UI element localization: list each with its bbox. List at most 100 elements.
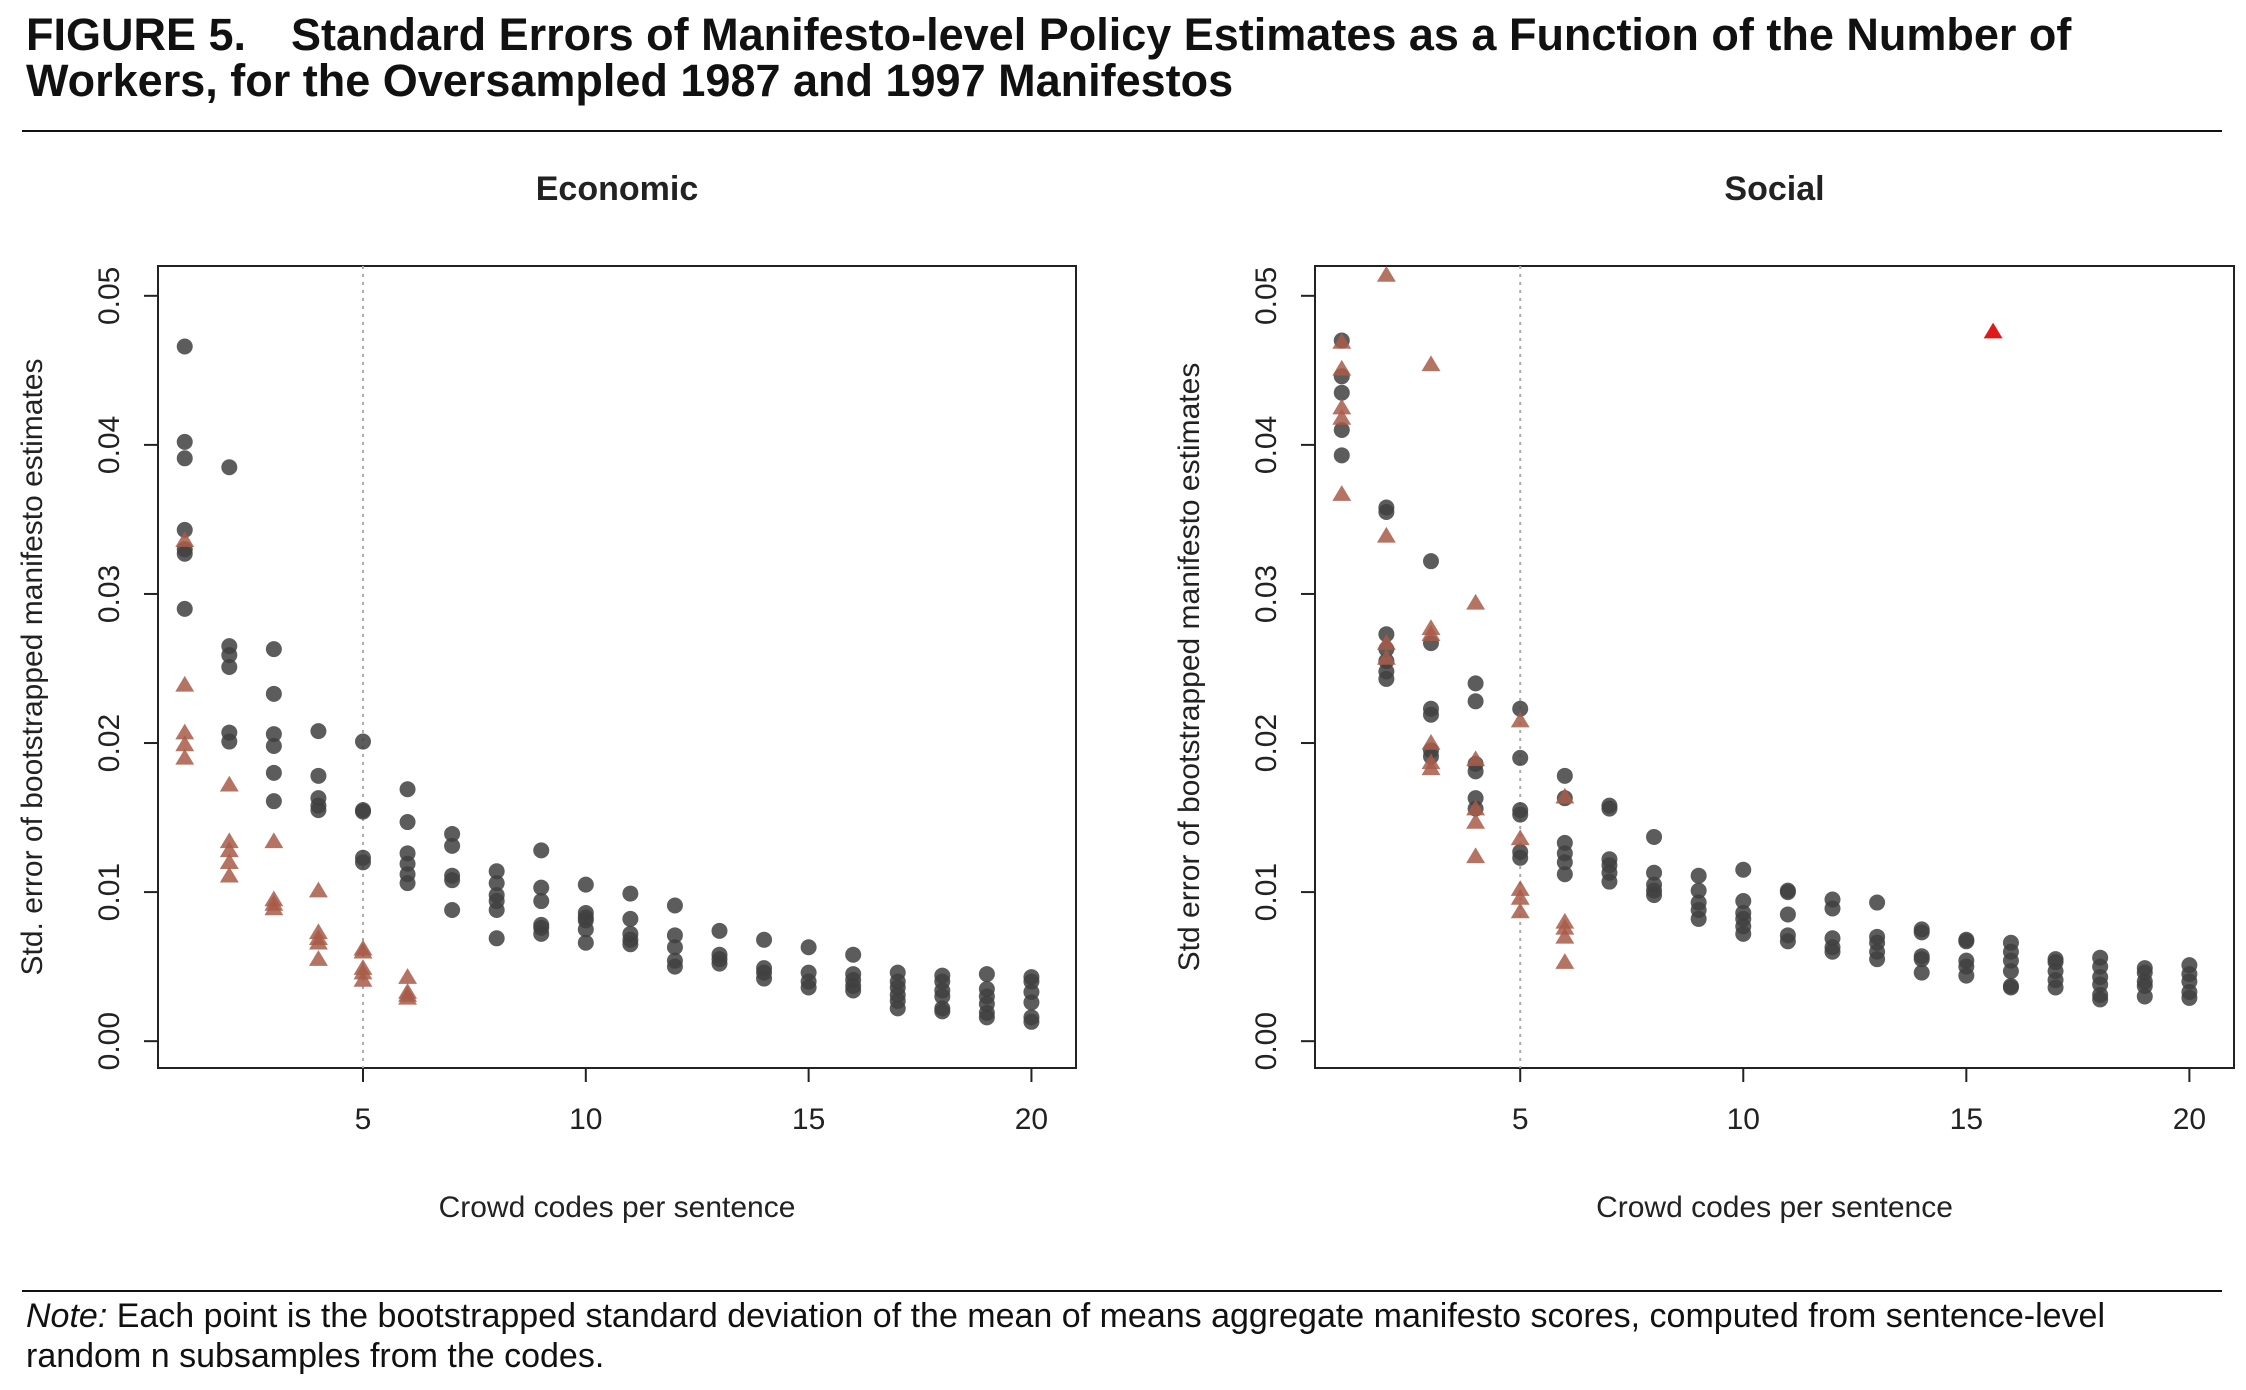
data-point-triangle	[1421, 759, 1441, 776]
x-tick-label: 20	[1015, 1103, 1048, 1136]
y-tick-label: 0.03	[1250, 565, 1283, 623]
data-point-triangle	[175, 723, 195, 740]
data-point-circle	[176, 521, 193, 538]
data-point-circle	[354, 803, 371, 820]
data-point-circle	[622, 885, 639, 902]
data-point-triangle	[1555, 787, 1575, 804]
data-point-circle	[1735, 925, 1752, 942]
data-point-circle	[1333, 384, 1350, 401]
data-point-circle	[399, 781, 416, 798]
data-point-triangle	[398, 988, 418, 1005]
y-tick-label: 0.01	[1250, 863, 1283, 921]
y-axis-label: Std. error of bootstrapped manifesto est…	[16, 359, 49, 976]
data-point-circle	[577, 876, 594, 893]
data-point-triangle	[308, 950, 328, 966]
data-point-circle	[176, 433, 193, 450]
data-point-circle	[1023, 1013, 1040, 1030]
x-tick-label: 5	[1512, 1103, 1529, 1136]
data-point-circle	[2002, 979, 2019, 996]
data-point-circle	[1824, 943, 1841, 960]
data-point-circle	[756, 931, 773, 948]
data-point-triangle	[219, 775, 239, 792]
data-point-triangle	[1376, 634, 1396, 650]
data-point-circle	[1333, 447, 1350, 464]
data-point-triangle	[1466, 799, 1486, 816]
data-point-circle	[265, 726, 282, 743]
data-point-circle	[1779, 884, 1796, 901]
data-point-circle	[1422, 553, 1439, 570]
data-point-triangle	[1466, 593, 1486, 610]
data-point-circle	[533, 842, 550, 859]
data-point-triangle-highlight	[1983, 322, 2003, 339]
data-point-circle	[1646, 887, 1663, 904]
x-tick-label: 5	[355, 1103, 372, 1136]
data-point-triangle	[1332, 333, 1352, 349]
data-point-triangle	[175, 675, 195, 692]
data-point-triangle	[1555, 918, 1575, 935]
data-point-circle	[354, 854, 371, 871]
data-point-circle	[399, 875, 416, 892]
data-point-triangle	[219, 832, 239, 849]
chart-title: Economic	[536, 170, 698, 208]
data-point-circle	[1958, 933, 1975, 950]
data-point-circle	[265, 641, 282, 658]
x-tick-label: 15	[1950, 1103, 1983, 1136]
data-point-triangle	[1332, 409, 1352, 425]
data-point-triangle	[175, 735, 195, 752]
x-tick-label: 10	[1727, 1103, 1760, 1136]
note-text: Each point is the bootstrapped standard …	[26, 1297, 2105, 1375]
data-point-circle	[1467, 675, 1484, 692]
data-point-circle	[978, 1009, 995, 1026]
data-point-triangle	[1510, 889, 1530, 905]
data-point-triangle	[175, 748, 195, 765]
data-point-circle	[310, 723, 327, 740]
data-point-triangle	[1555, 927, 1575, 944]
data-point-circle	[176, 600, 193, 617]
data-point-circle	[1690, 882, 1707, 899]
y-tick-label: 0.02	[1250, 714, 1283, 772]
data-point-triangle	[353, 942, 373, 959]
data-point-circle	[265, 685, 282, 702]
data-point-circle	[800, 939, 817, 956]
x-tick-label: 15	[792, 1103, 825, 1136]
data-point-circle	[1467, 693, 1484, 710]
data-point-circle	[711, 922, 728, 939]
plot-frame	[157, 265, 1077, 1069]
data-point-circle	[622, 910, 639, 927]
data-point-circle	[488, 875, 505, 892]
data-point-circle	[310, 802, 327, 819]
social-panel: Social 5 10 15 20 0.00 0.01 0.02 0.03 0.04 0.05 Cro…	[1173, 170, 2235, 1224]
data-point-circle	[1556, 854, 1573, 871]
data-point-circle	[176, 338, 193, 355]
title-rule	[22, 130, 2222, 132]
data-point-circle	[354, 733, 371, 750]
data-point-circle	[1512, 749, 1529, 766]
data-point-triangle	[219, 853, 239, 870]
data-point-triangle	[1510, 711, 1530, 728]
data-point-circle	[577, 921, 594, 938]
figure-charts: Economic 5 10 15 20 0.00 0.01 0.02 0.03 0.04 0.05 C…	[16, 170, 2235, 1224]
economic-panel: Economic 5 10 15 20 0.00 0.01 0.02 0.03 0.04 0.05 C…	[16, 170, 1077, 1224]
data-point-triangle	[219, 866, 239, 883]
data-point-circle	[265, 793, 282, 810]
data-point-triangle	[398, 968, 418, 984]
data-point-triangle	[1376, 265, 1396, 282]
data-point-triangle	[264, 899, 284, 916]
data-point-circle	[666, 958, 683, 975]
data-point-circle	[533, 893, 550, 910]
data-point-circle	[1690, 867, 1707, 884]
data-point-circle	[176, 545, 193, 562]
data-point-circle	[265, 738, 282, 755]
data-point-circle	[533, 925, 550, 942]
note-rule	[22, 1290, 2222, 1292]
data-point-triangle	[308, 933, 328, 950]
y-tick-label: 0.04	[1250, 416, 1283, 474]
data-point-circle	[221, 459, 238, 476]
data-point-circle	[1735, 861, 1752, 878]
data-point-triangle	[1466, 750, 1486, 767]
data-point-circle	[221, 733, 238, 750]
y-tick-label: 0.00	[93, 1012, 126, 1070]
data-point-circle	[1824, 900, 1841, 917]
y-axis-label: Std error of bootstrapped manifesto esti…	[1173, 363, 1206, 972]
data-point-circle	[2002, 963, 2019, 980]
